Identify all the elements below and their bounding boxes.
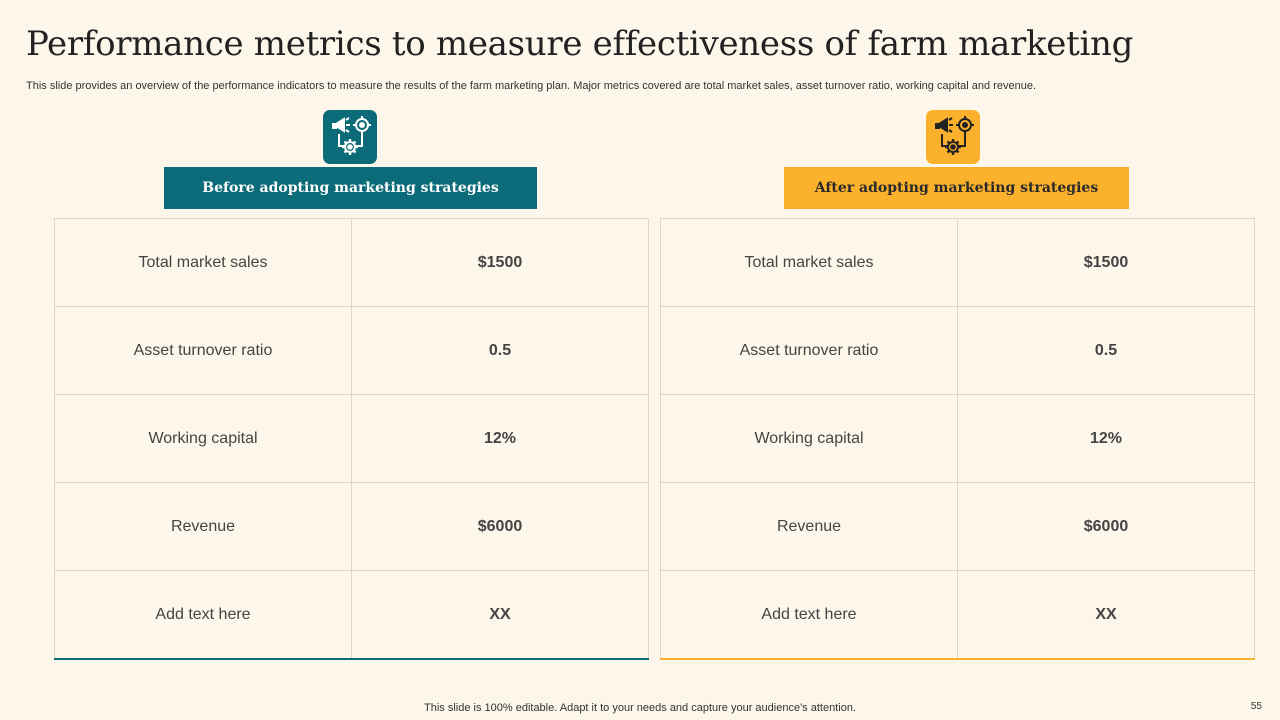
metric-value: $1500 bbox=[351, 218, 649, 307]
table-row: Total market sales $1500 bbox=[54, 218, 649, 307]
table-row: Asset turnover ratio 0.5 bbox=[54, 306, 649, 395]
metric-label: Revenue bbox=[54, 482, 352, 571]
before-header: Before adopting marketing strategies bbox=[164, 167, 537, 209]
metric-value: XX bbox=[351, 570, 649, 660]
before-metrics-table: Total market sales $1500 Asset turnover … bbox=[54, 218, 649, 660]
slide-subtitle: This slide provides an overview of the p… bbox=[26, 80, 1037, 92]
metric-value: XX bbox=[957, 570, 1255, 660]
metric-label: Revenue bbox=[660, 482, 958, 571]
table-row: Total market sales $1500 bbox=[660, 218, 1255, 307]
marketing-target-gear-icon bbox=[926, 110, 980, 164]
metric-label: Total market sales bbox=[660, 218, 958, 307]
metric-value: 12% bbox=[957, 394, 1255, 483]
metric-label: Working capital bbox=[54, 394, 352, 483]
table-row: Working capital 12% bbox=[54, 394, 649, 483]
after-header: After adopting marketing strategies bbox=[784, 167, 1129, 209]
table-row: Revenue $6000 bbox=[54, 482, 649, 571]
metric-value: $6000 bbox=[957, 482, 1255, 571]
metric-label: Asset turnover ratio bbox=[54, 306, 352, 395]
after-metrics-table: Total market sales $1500 Asset turnover … bbox=[660, 218, 1255, 660]
metric-value: $1500 bbox=[957, 218, 1255, 307]
table-row: Revenue $6000 bbox=[660, 482, 1255, 571]
marketing-target-gear-icon bbox=[323, 110, 377, 164]
table-row: Working capital 12% bbox=[660, 394, 1255, 483]
table-row: Add text here XX bbox=[54, 570, 649, 660]
metric-label: Add text here bbox=[660, 570, 958, 660]
metric-value: 12% bbox=[351, 394, 649, 483]
slide-footer: This slide is 100% editable. Adapt it to… bbox=[424, 702, 856, 714]
table-row: Asset turnover ratio 0.5 bbox=[660, 306, 1255, 395]
page-number: 55 bbox=[1250, 701, 1262, 712]
metric-label: Add text here bbox=[54, 570, 352, 660]
metric-value: 0.5 bbox=[351, 306, 649, 395]
table-row: Add text here XX bbox=[660, 570, 1255, 660]
metric-value: 0.5 bbox=[957, 306, 1255, 395]
metric-value: $6000 bbox=[351, 482, 649, 571]
slide-title: Performance metrics to measure effective… bbox=[26, 24, 1134, 64]
metric-label: Asset turnover ratio bbox=[660, 306, 958, 395]
metric-label: Total market sales bbox=[54, 218, 352, 307]
metric-label: Working capital bbox=[660, 394, 958, 483]
